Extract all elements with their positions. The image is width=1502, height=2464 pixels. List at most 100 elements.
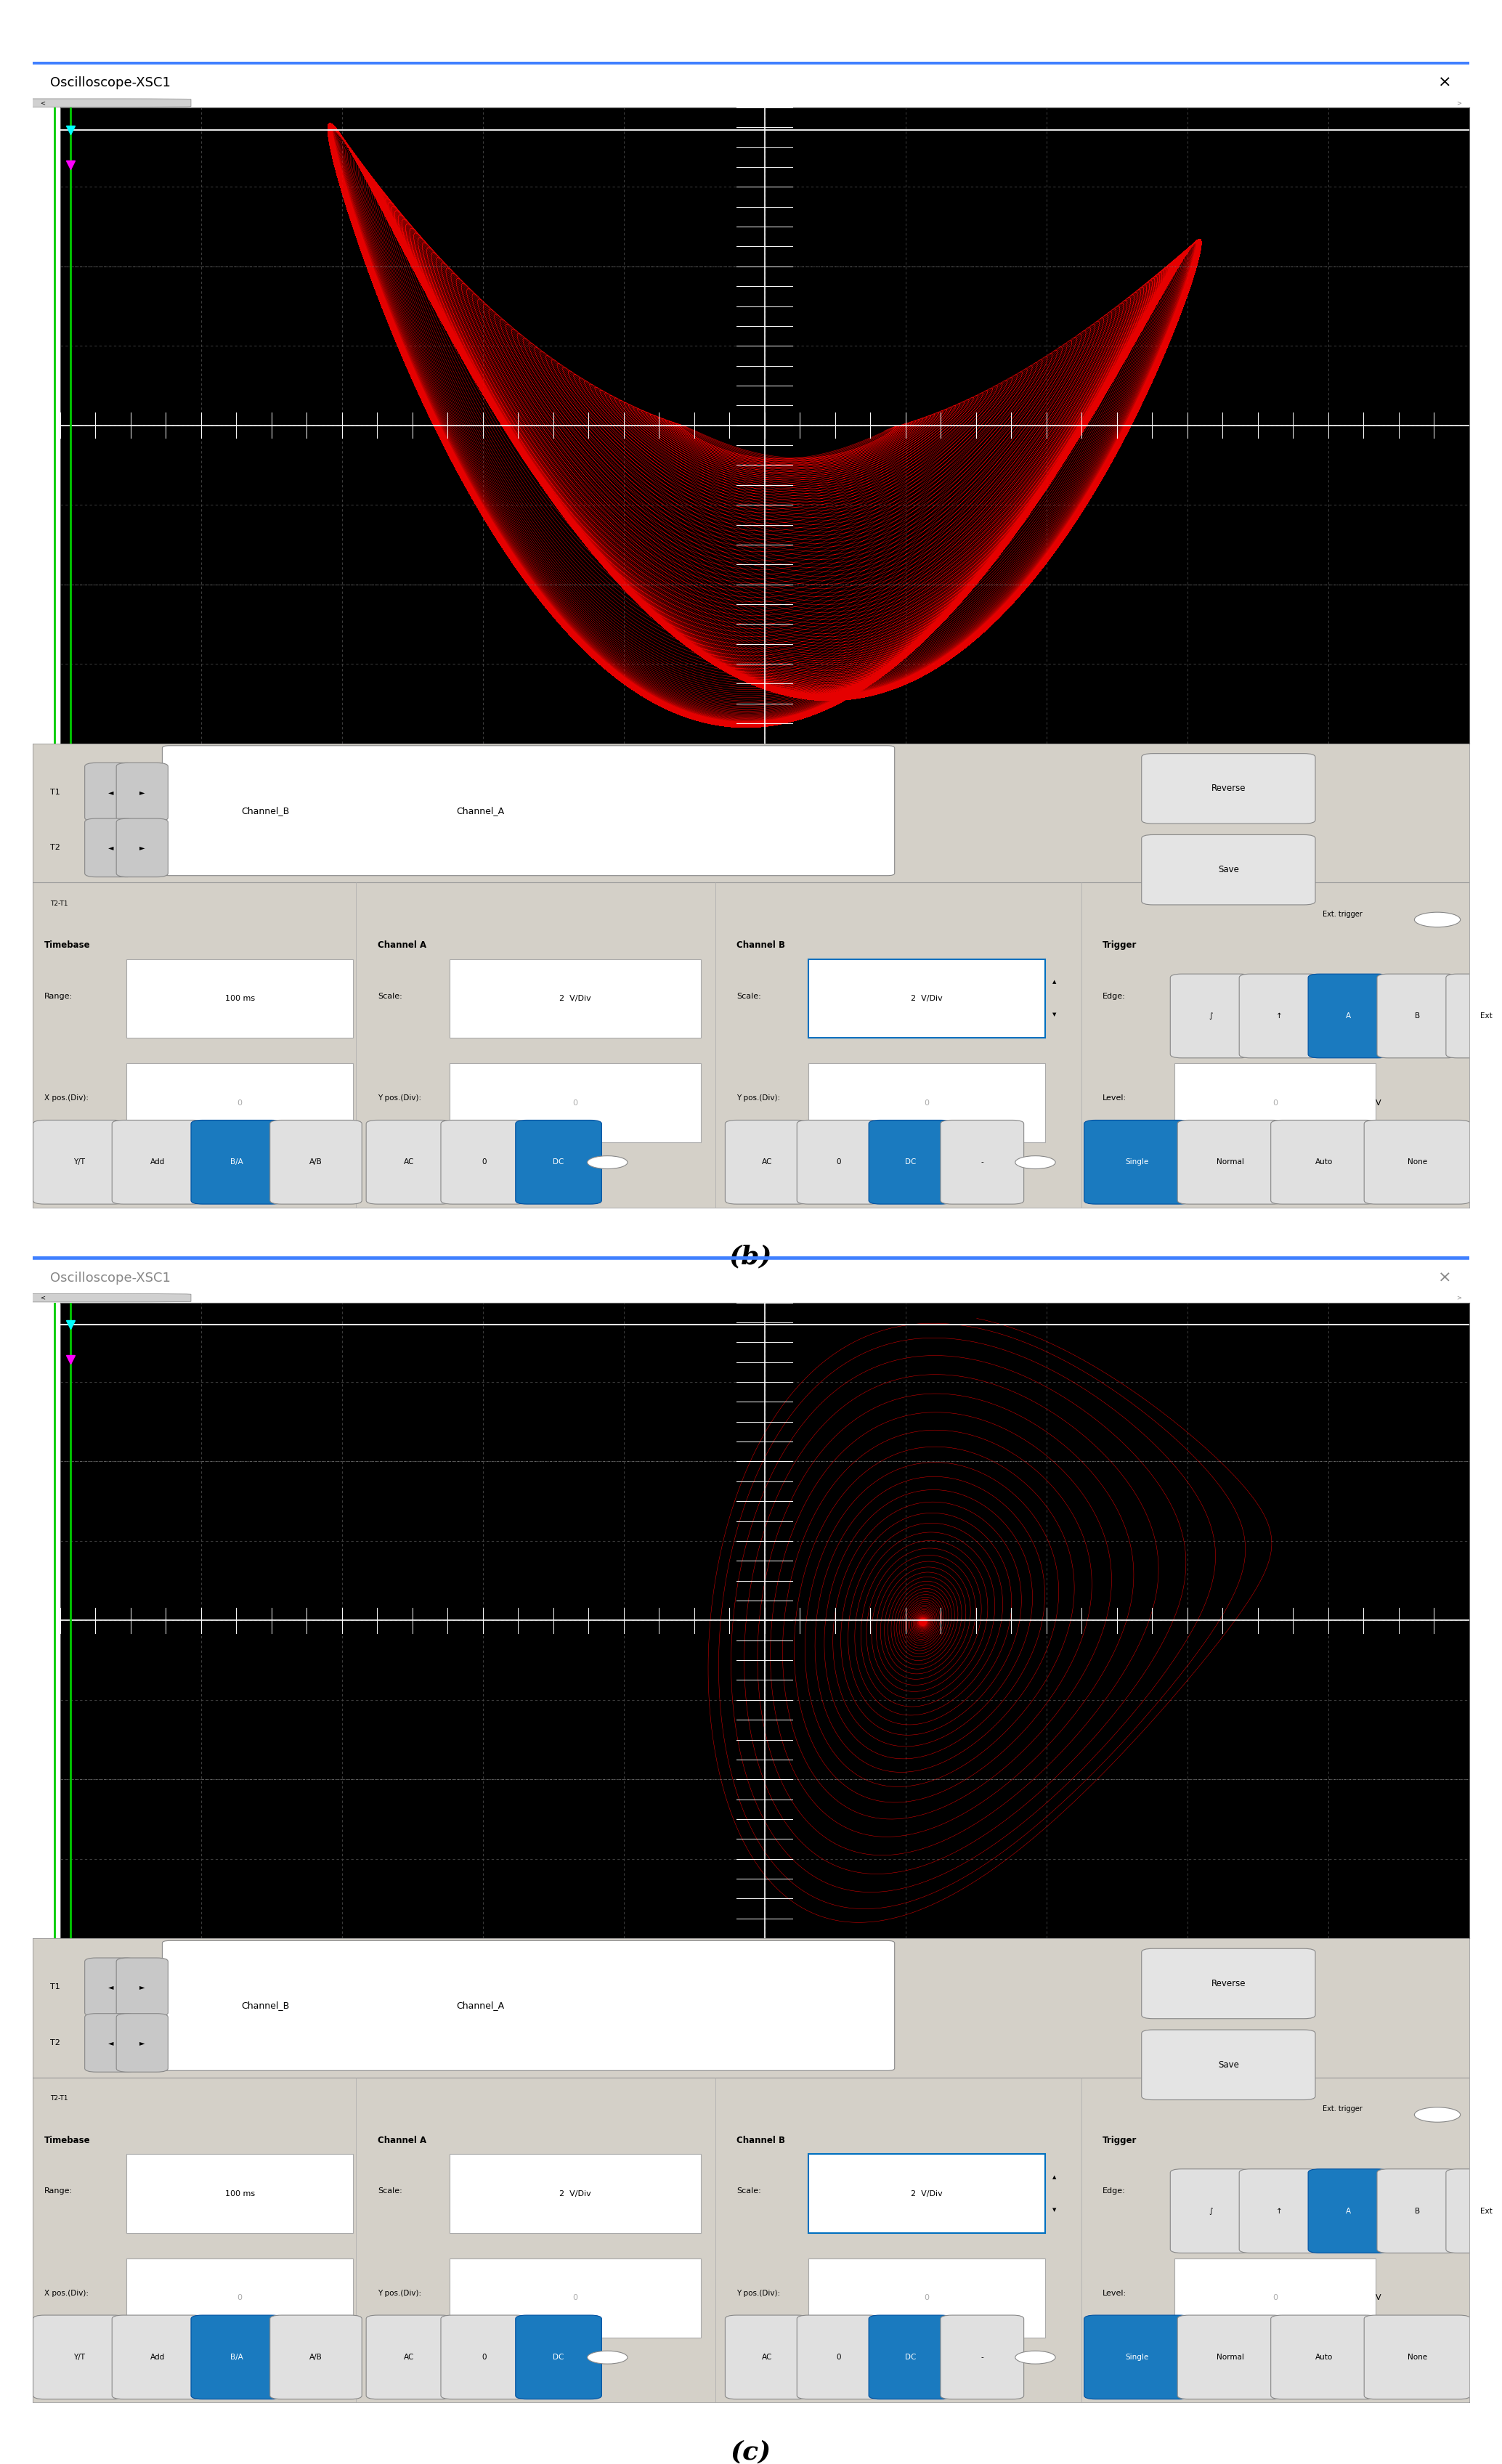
Text: 100 ms: 100 ms [225, 2190, 255, 2198]
Text: Channel B: Channel B [736, 941, 786, 951]
Text: Y/T: Y/T [74, 1158, 84, 1165]
FancyBboxPatch shape [1175, 1064, 1376, 1143]
FancyBboxPatch shape [126, 2259, 353, 2338]
Text: Save: Save [1218, 2060, 1239, 2070]
Text: ◄: ◄ [108, 845, 113, 853]
Text: T1: T1 [50, 1984, 60, 1991]
Text: Single: Single [1125, 2353, 1149, 2361]
Text: ↑: ↑ [1277, 2208, 1283, 2215]
Text: A: A [1346, 2208, 1350, 2215]
FancyBboxPatch shape [1084, 1121, 1191, 1205]
Text: Save: Save [1218, 865, 1239, 875]
Text: Channel_A: Channel_A [457, 2001, 505, 2011]
Text: Reverse: Reverse [1211, 784, 1245, 793]
FancyBboxPatch shape [940, 1121, 1024, 1205]
Text: DC: DC [553, 2353, 565, 2361]
Text: Level:: Level: [1102, 2289, 1126, 2296]
Text: -: - [981, 1158, 984, 1165]
Text: None: None [1407, 2353, 1427, 2361]
FancyBboxPatch shape [84, 1959, 137, 2016]
FancyBboxPatch shape [113, 1121, 204, 1205]
FancyBboxPatch shape [725, 2316, 808, 2400]
Text: Edge:: Edge: [1102, 993, 1126, 1000]
Text: ▲: ▲ [1053, 2176, 1056, 2181]
Text: ◄: ◄ [108, 1984, 113, 1991]
Text: ►: ► [140, 788, 144, 796]
FancyBboxPatch shape [449, 958, 701, 1037]
Text: Edge:: Edge: [1102, 2188, 1126, 2195]
Text: DC: DC [904, 1158, 916, 1165]
Text: Level:: Level: [1102, 1094, 1126, 1101]
Circle shape [1415, 912, 1460, 926]
FancyBboxPatch shape [1364, 1121, 1470, 1205]
Text: 0: 0 [1272, 1099, 1278, 1106]
FancyBboxPatch shape [798, 1121, 880, 1205]
Text: 100 ms: 100 ms [225, 995, 255, 1003]
FancyBboxPatch shape [126, 2154, 353, 2232]
Text: 0: 0 [924, 2294, 930, 2301]
Text: Ext: Ext [1479, 1013, 1493, 1020]
FancyBboxPatch shape [126, 1064, 353, 1143]
FancyBboxPatch shape [1308, 2168, 1388, 2252]
FancyBboxPatch shape [270, 2316, 362, 2400]
Text: 2  V/Div: 2 V/Div [912, 2190, 943, 2198]
FancyBboxPatch shape [116, 818, 168, 877]
Text: Add: Add [150, 2353, 165, 2361]
FancyBboxPatch shape [1142, 754, 1316, 823]
Text: 2  V/Div: 2 V/Div [912, 995, 943, 1003]
FancyBboxPatch shape [449, 2259, 701, 2338]
FancyBboxPatch shape [868, 1121, 952, 1205]
FancyBboxPatch shape [515, 2316, 602, 2400]
Text: 0: 0 [572, 1099, 578, 1106]
FancyBboxPatch shape [366, 2316, 452, 2400]
Text: ∫: ∫ [1209, 2208, 1212, 2215]
Text: 0: 0 [572, 2294, 578, 2301]
Text: Channel_B: Channel_B [242, 2001, 290, 2011]
Text: Timebase: Timebase [45, 941, 90, 951]
Text: -: - [981, 2353, 984, 2361]
Text: B/A: B/A [230, 1158, 243, 1165]
Text: B: B [1415, 2208, 1419, 2215]
FancyBboxPatch shape [116, 1959, 168, 2016]
FancyBboxPatch shape [1142, 1949, 1316, 2018]
FancyBboxPatch shape [1239, 973, 1320, 1057]
Text: Range:: Range: [45, 993, 74, 1000]
FancyBboxPatch shape [84, 2013, 137, 2072]
FancyBboxPatch shape [162, 1942, 895, 2070]
FancyBboxPatch shape [808, 1064, 1045, 1143]
FancyBboxPatch shape [116, 764, 168, 821]
Text: Oscilloscope-XSC1: Oscilloscope-XSC1 [50, 1271, 171, 1284]
Text: Scale:: Scale: [377, 993, 403, 1000]
Text: 0: 0 [837, 1158, 841, 1165]
FancyBboxPatch shape [162, 747, 895, 875]
FancyBboxPatch shape [116, 2013, 168, 2072]
FancyBboxPatch shape [449, 2154, 701, 2232]
Text: 0: 0 [837, 2353, 841, 2361]
Text: Ext: Ext [1479, 2208, 1493, 2215]
FancyBboxPatch shape [1446, 2168, 1502, 2252]
FancyBboxPatch shape [808, 2259, 1045, 2338]
Text: ◄: ◄ [108, 788, 113, 796]
Text: ►: ► [140, 2040, 144, 2048]
Text: B/A: B/A [230, 2353, 243, 2361]
Text: Scale:: Scale: [736, 993, 762, 1000]
Text: 0: 0 [1272, 2294, 1278, 2301]
Text: ▼: ▼ [1053, 1013, 1056, 1018]
Text: T2-T1: T2-T1 [50, 2094, 68, 2102]
Text: A/B: A/B [309, 2353, 323, 2361]
FancyBboxPatch shape [442, 1121, 527, 1205]
FancyBboxPatch shape [725, 1121, 808, 1205]
Text: Channel_B: Channel_B [242, 806, 290, 816]
Text: (c): (c) [730, 2439, 772, 2464]
Text: Ext. trigger: Ext. trigger [1322, 2104, 1362, 2112]
Text: Normal: Normal [1217, 2353, 1244, 2361]
FancyBboxPatch shape [1142, 835, 1316, 904]
Text: Oscilloscope-XSC1: Oscilloscope-XSC1 [50, 76, 171, 89]
FancyBboxPatch shape [33, 1121, 125, 1205]
Text: ×: × [1439, 76, 1452, 91]
FancyBboxPatch shape [1175, 2259, 1376, 2338]
FancyBboxPatch shape [366, 1121, 452, 1205]
Text: <: < [41, 1294, 45, 1301]
Text: Single: Single [1125, 1158, 1149, 1165]
FancyBboxPatch shape [808, 2154, 1045, 2232]
